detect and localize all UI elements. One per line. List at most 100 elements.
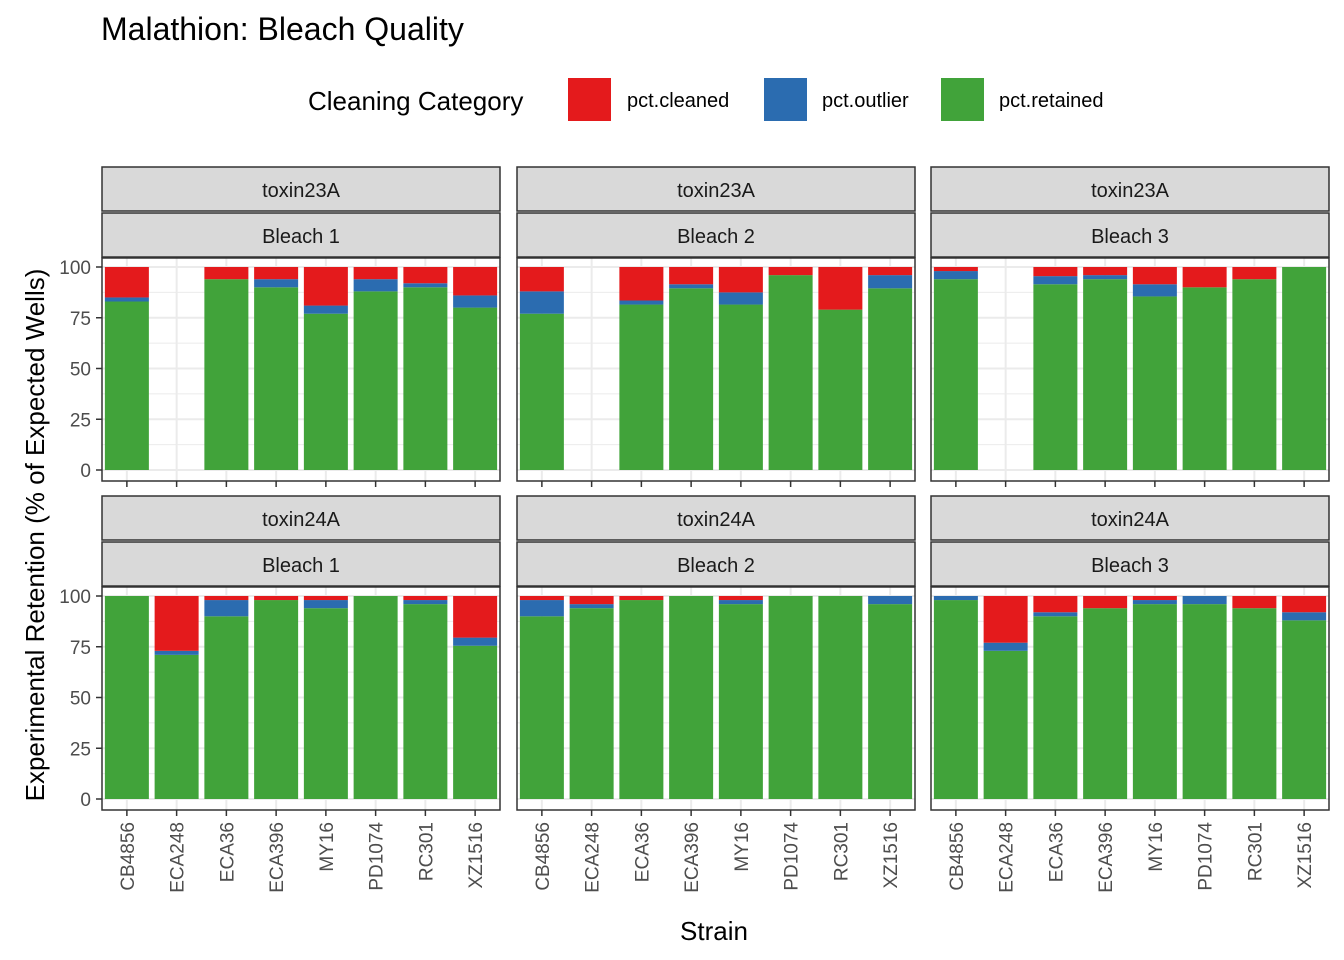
facet-strip-bleach [930, 541, 1330, 587]
panel-toxin23A-bleach-3: toxin23A Bleach 3 [930, 166, 1330, 487]
facet-panels: toxin23A Bleach 1 0 25 50 75 100 toxin23A Bleach… [59, 166, 1330, 893]
legend-label-cleaned: pct.cleaned [627, 90, 729, 112]
panel-border [101, 257, 501, 482]
x-tick-label: XZ1516 [1295, 822, 1316, 889]
bar-retained-CB4856 [519, 616, 564, 799]
bar-outlier-ECA36 [1033, 612, 1078, 617]
bar-outlier-ECA36 [619, 300, 664, 305]
bar-cleaned-XZ1516 [453, 596, 498, 638]
bar-cleaned-XZ1516 [1282, 596, 1327, 613]
bar-retained-ECA36 [204, 616, 249, 799]
facet-strip-bleach [516, 212, 916, 258]
bar-cleaned-MY16 [718, 596, 763, 601]
bar-cleaned-MY16 [718, 267, 763, 293]
panel-border [930, 257, 1330, 482]
bar-cleaned-MY16 [303, 596, 348, 601]
bar-outlier-MY16 [718, 292, 763, 305]
facet-strip-bleach [101, 212, 501, 258]
panel-border [930, 586, 1330, 811]
y-axis-title: Experimental Retention (% of Expected We… [20, 269, 50, 802]
facet-strip-bleach-label: Bleach 2 [677, 226, 755, 248]
bar-cleaned-MY16 [303, 267, 348, 306]
legend-swatch-retained [941, 78, 984, 121]
bar-retained-ECA36 [1033, 284, 1078, 470]
y-tick-label: 75 [70, 309, 91, 330]
legend-label-retained: pct.retained [999, 90, 1104, 112]
bar-retained-MY16 [718, 604, 763, 799]
facet-strip-toxin [930, 166, 1330, 212]
legend-title: Cleaning Category [308, 86, 523, 116]
bar-outlier-ECA396 [1083, 275, 1128, 280]
bar-outlier-CB4856 [519, 291, 564, 314]
legend-swatch-cleaned [568, 78, 611, 121]
facet-strip-bleach [930, 212, 1330, 258]
bar-outlier-CB4856 [104, 297, 149, 302]
bar-outlier-MY16 [303, 305, 348, 314]
bar-outlier-CB4856 [933, 271, 978, 280]
x-tick-label: ECA396 [267, 822, 288, 893]
bar-cleaned-XZ1516 [453, 267, 498, 296]
bar-outlier-ECA248 [983, 642, 1028, 651]
panel-border [516, 257, 916, 482]
bar-retained-XZ1516 [1282, 620, 1327, 799]
y-tick-label: 25 [70, 410, 91, 431]
bar-outlier-ECA248 [154, 650, 199, 655]
bar-cleaned-RC301 [818, 267, 863, 310]
bar-retained-PD1074 [353, 291, 398, 470]
x-tick-label: ECA36 [1046, 822, 1067, 882]
facet-strip-toxin-label: toxin24A [262, 509, 340, 531]
bar-cleaned-RC301 [1232, 596, 1277, 609]
bar-retained-XZ1516 [453, 645, 498, 799]
x-tick-label: CB4856 [947, 822, 968, 891]
legend-label-outlier: pct.outlier [822, 90, 909, 112]
bar-retained-ECA396 [1083, 279, 1128, 470]
bar-cleaned-ECA396 [1083, 596, 1128, 609]
bar-retained-ECA396 [254, 287, 299, 470]
bar-retained-ECA248 [569, 608, 614, 799]
x-tick-label: MY16 [1146, 822, 1167, 872]
bar-outlier-CB4856 [519, 600, 564, 617]
y-tick-label: 0 [80, 790, 91, 811]
bar-cleaned-RC301 [1232, 267, 1277, 280]
y-tick-label: 50 [70, 689, 91, 710]
bar-outlier-CB4856 [933, 596, 978, 601]
bar-cleaned-ECA396 [1083, 267, 1128, 276]
bar-outlier-XZ1516 [453, 295, 498, 308]
bar-retained-ECA36 [204, 279, 249, 470]
bar-retained-XZ1516 [868, 288, 913, 470]
bar-retained-MY16 [303, 608, 348, 799]
bar-retained-PD1074 [1182, 604, 1227, 799]
y-tick-label: 100 [59, 258, 91, 279]
facet-strip-toxin [101, 495, 501, 541]
bar-outlier-ECA396 [669, 284, 714, 289]
panel-toxin23A-bleach-1: toxin23A Bleach 1 0 25 50 75 100 [59, 166, 501, 487]
bar-outlier-XZ1516 [453, 637, 498, 646]
panel-toxin24A-bleach-1: toxin24A Bleach 1 CB4856 ECA248 ECA36 ECA396 M… [59, 495, 501, 893]
bar-outlier-PD1074 [1182, 596, 1227, 605]
bar-retained-ECA396 [254, 600, 299, 799]
bar-retained-RC301 [1232, 279, 1277, 470]
bar-cleaned-ECA248 [983, 596, 1028, 643]
panel-border [516, 586, 916, 811]
bar-cleaned-CB4856 [519, 596, 564, 601]
y-tick-label: 50 [70, 360, 91, 381]
bar-retained-CB4856 [933, 600, 978, 799]
bar-retained-MY16 [1132, 604, 1177, 799]
bar-retained-CB4856 [519, 313, 564, 470]
facet-strip-bleach [101, 541, 501, 587]
bar-retained-MY16 [718, 304, 763, 470]
bar-cleaned-MY16 [1132, 267, 1177, 285]
bar-retained-MY16 [303, 313, 348, 470]
bar-cleaned-ECA36 [204, 596, 249, 601]
x-tick-label: RC301 [831, 822, 852, 881]
x-tick-label: PD1074 [367, 822, 388, 891]
facet-strip-toxin-label: toxin23A [262, 180, 340, 202]
bar-retained-ECA396 [1083, 608, 1128, 799]
bar-cleaned-RC301 [403, 596, 448, 601]
bar-cleaned-ECA396 [254, 267, 299, 280]
x-tick-label: ECA248 [168, 822, 189, 893]
facet-strip-toxin-label: toxin23A [1091, 180, 1169, 202]
facet-strip-toxin [516, 495, 916, 541]
bar-cleaned-ECA248 [569, 596, 614, 605]
bar-outlier-ECA36 [204, 600, 249, 617]
